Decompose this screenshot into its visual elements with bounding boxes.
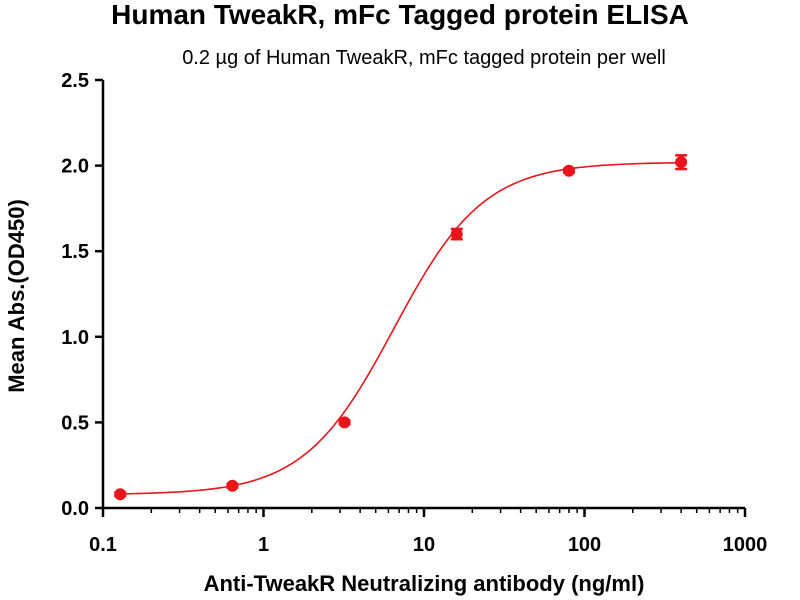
x-tick-label: 0.1 <box>89 534 117 556</box>
chart-title: Human TweakR, mFc Tagged protein ELISA <box>111 0 689 30</box>
axes <box>101 80 745 510</box>
x-axis-label: Anti-TweakR Neutralizing antibody (ng/ml… <box>204 571 645 596</box>
y-ticks: 0.0 0.5 1.0 1.5 2.0 2.5 <box>61 70 103 520</box>
x-tick-label: 10 <box>413 534 435 556</box>
y-tick-label: 2.0 <box>61 156 89 178</box>
data-point <box>562 164 575 177</box>
data-point <box>338 416 351 429</box>
data-point <box>675 156 688 169</box>
y-axis-label: Mean Abs.(OD450) <box>4 199 29 393</box>
y-tick-label: 1.5 <box>61 241 89 263</box>
x-tick-label: 100 <box>568 534 601 556</box>
data-point <box>450 228 463 241</box>
error-bars <box>114 154 688 498</box>
chart-subtitle: 0.2 µg of Human TweakR, mFc tagged prote… <box>182 47 666 69</box>
x-tick-label: 1 <box>258 534 269 556</box>
y-tick-label: 0.5 <box>61 412 89 434</box>
data-points <box>114 156 688 501</box>
x-ticks: 0.1 1 10 100 1000 <box>89 508 767 556</box>
x-tick-label: 1000 <box>723 534 768 556</box>
y-tick-label: 2.5 <box>61 70 89 92</box>
fit-curve <box>120 161 682 495</box>
data-point <box>114 488 127 501</box>
y-tick-label: 1.0 <box>61 327 89 349</box>
data-point <box>226 479 239 492</box>
y-tick-label: 0.0 <box>61 498 89 520</box>
